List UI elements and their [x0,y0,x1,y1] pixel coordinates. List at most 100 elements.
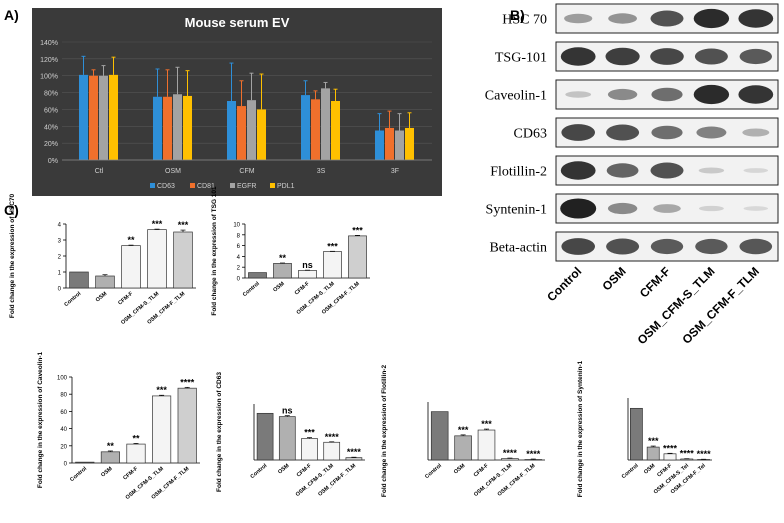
blot-lane-label: CFM-F [637,264,673,300]
bar-cfm-f [477,429,496,461]
significance-label: **** [325,432,340,442]
subchart-flotillin2: Fold change in the expression of Flotill… [381,365,545,498]
panel-label-c: C) [4,202,19,218]
bar-egfr-3f [395,130,404,160]
x-tick-label: OSM [643,463,657,476]
bar-control [630,407,643,461]
bar-cd63-cfm [227,101,236,160]
y-tick-label: 0 [237,277,241,283]
bar-osm_cfm-f_tlm [173,231,193,289]
bar-cd81-3s [311,99,320,160]
bar-pdl1-osm [183,95,192,160]
subchart-tsg101: 0 2 4 6 8 10 Fold change in the expression of … [211,186,370,316]
x-tick-label: OSM_CFM-S_TLM [295,463,335,498]
significance-label: *** [156,385,167,395]
legend-swatch-cd81 [190,183,195,188]
bar-pdl1-3s [331,101,340,160]
blot-row-label: Syntenin-1 [486,203,547,218]
subchart-caveolin1: 0 20 40 60 80 100 Fold change in the expressio… [37,352,200,501]
bar-cfm-f [301,438,318,461]
blot-band [605,47,640,66]
x-tick-label: Ctl [95,168,104,175]
blot-band [560,198,597,219]
legend-swatch-egfr [230,183,235,188]
y-tick-label: 80 [60,393,67,399]
blot-row-label: Caveolin-1 [485,89,547,104]
y-tick-label: 8 [237,233,241,239]
bar-osm [95,275,115,289]
blot-band [560,161,596,180]
blot-band [696,126,727,139]
significance-label: *** [327,241,338,251]
subchart-syntenin1: Fold change in the expression of Synteni… [577,360,712,497]
y-tick-label: 0 [58,287,62,293]
blot-band [743,206,769,211]
y-axis-label: Fold change in the expression of Caveoli… [37,352,44,489]
x-tick-label: CFM-F [117,291,134,307]
significance-label: **** [680,449,695,459]
blot-row-label: CD63 [514,127,547,142]
bar-osm [278,416,296,461]
y-axis-label: Fold change in the expression of Synteni… [577,360,584,497]
significance-label: ** [279,253,287,263]
blot-band [608,13,637,24]
panel-a-chart: Mouse serum EV 0% 20% 40% 60% 80% 100% 120% 140… [32,8,442,196]
bar-egfr-cfm [247,100,256,160]
bar-cfm-f [663,453,677,461]
bar-osm [273,263,292,279]
x-tick-label: CFM [239,168,254,175]
bar-pdl1-3f [405,127,414,160]
significance-label: **** [180,377,195,387]
bar-pdl1-cfm [257,109,266,160]
bar-osm_cfm-f_tlm [524,459,543,461]
y-tick-label: 3 [58,239,62,245]
y-tick-label: 60 [60,410,67,416]
y-tick-label: 2 [58,255,62,261]
blot-lane-label: OSM_CFM-F_TLM [679,264,761,346]
blot-band [565,91,592,98]
significance-label: *** [648,436,659,446]
significance-label: ** [132,433,140,443]
x-tick-label: OSM_CFM-F_TLM [317,463,357,498]
bar-osm_cfm-s_tlm [501,458,519,461]
blot-band [607,202,638,215]
y-tick-label: 0% [48,158,58,165]
bar-egfr-ctl [99,75,108,160]
x-tick-label: Control [621,463,640,480]
y-tick-label: 140% [40,40,58,47]
significance-label: *** [178,220,189,230]
significance-label: ** [127,235,135,245]
blot-band [698,167,725,174]
y-tick-label: 4 [237,255,241,261]
legend-label: CD81 [197,183,215,190]
blot-band [693,84,730,105]
significance-label: **** [526,449,541,459]
bar-osm_cfm-f_tlm [348,235,367,279]
x-tick-label: CFM-F [473,463,490,479]
bar-osm_cfm-f_tlm [177,387,197,464]
bar-osm_cfm-s_tlm [147,229,167,289]
bar-osm [646,446,660,461]
legend-swatch-pdl1 [270,183,275,188]
blot-band [698,205,724,212]
blot-band [651,87,683,102]
blot-band [651,125,683,140]
y-tick-label: 40 [60,427,67,433]
blot-band [694,48,728,65]
x-tick-label: CFM-F [296,463,313,479]
x-tick-label: OSM [453,463,467,476]
y-axis-label: Fold change in the expression of CD63 [216,372,223,492]
panel-a-title: Mouse serum EV [185,15,290,30]
y-tick-label: 4 [58,223,62,229]
significance-label: **** [697,449,712,459]
x-tick-label: OSM [272,281,286,294]
blot-band [650,162,684,179]
bar-cfm-f [126,443,146,464]
bar-cd63-osm [153,96,162,160]
bar-cd81-3f [385,127,394,160]
y-axis-label: Fold change in the expression of HSC70 [9,193,16,318]
x-tick-label: Control [69,466,88,483]
blot-band [564,13,593,24]
bar-control [256,412,274,461]
y-tick-label: 120% [40,57,58,64]
